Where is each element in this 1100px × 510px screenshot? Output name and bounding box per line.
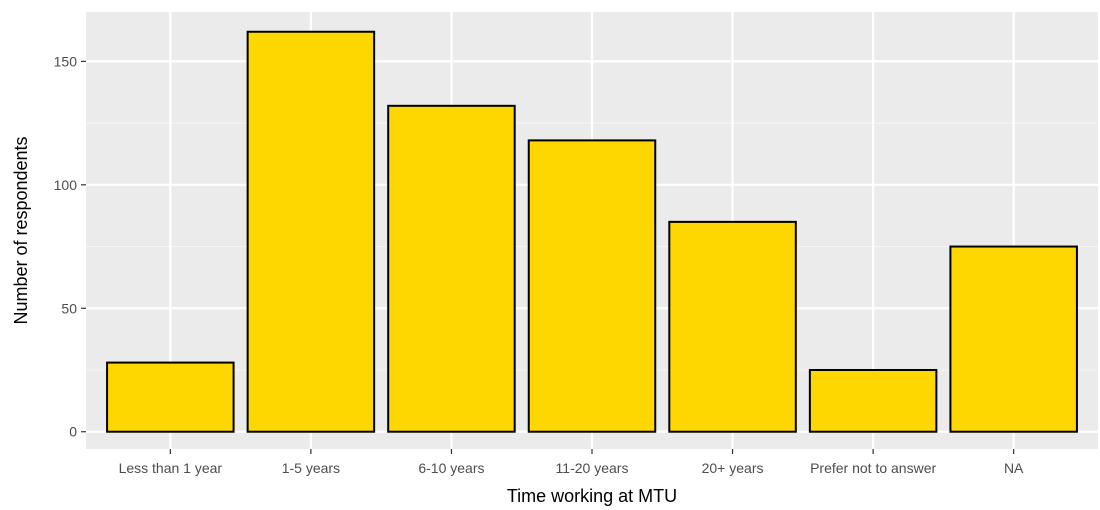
x-tick-label: Less than 1 year xyxy=(119,460,223,476)
y-tick-label: 0 xyxy=(69,424,77,440)
bar xyxy=(949,245,1078,433)
bars xyxy=(106,30,1078,433)
y-tick-label: 50 xyxy=(61,300,77,316)
bar xyxy=(106,361,235,433)
bar xyxy=(387,104,516,433)
x-tick-label: 1-5 years xyxy=(282,460,340,476)
x-tick-label: Prefer not to answer xyxy=(810,460,936,476)
x-axis: Less than 1 year 1-5 years 6-10 years 11-20… xyxy=(119,449,1024,476)
bar xyxy=(246,30,376,433)
y-axis-title: Number of respondents xyxy=(11,136,31,324)
bar xyxy=(668,220,797,433)
x-axis-title: Time working at MTU xyxy=(507,486,677,506)
y-tick-label: 150 xyxy=(54,53,78,69)
bar xyxy=(527,139,657,433)
x-tick-label: 11-20 years xyxy=(556,460,629,476)
x-tick-label: NA xyxy=(1004,460,1024,476)
y-axis: 0 50 100 150 xyxy=(54,53,86,440)
x-tick-label: 6-10 years xyxy=(418,460,484,476)
y-tick-label: 100 xyxy=(54,177,78,193)
bar xyxy=(808,368,938,433)
x-tick-label: 20+ years xyxy=(702,460,764,476)
